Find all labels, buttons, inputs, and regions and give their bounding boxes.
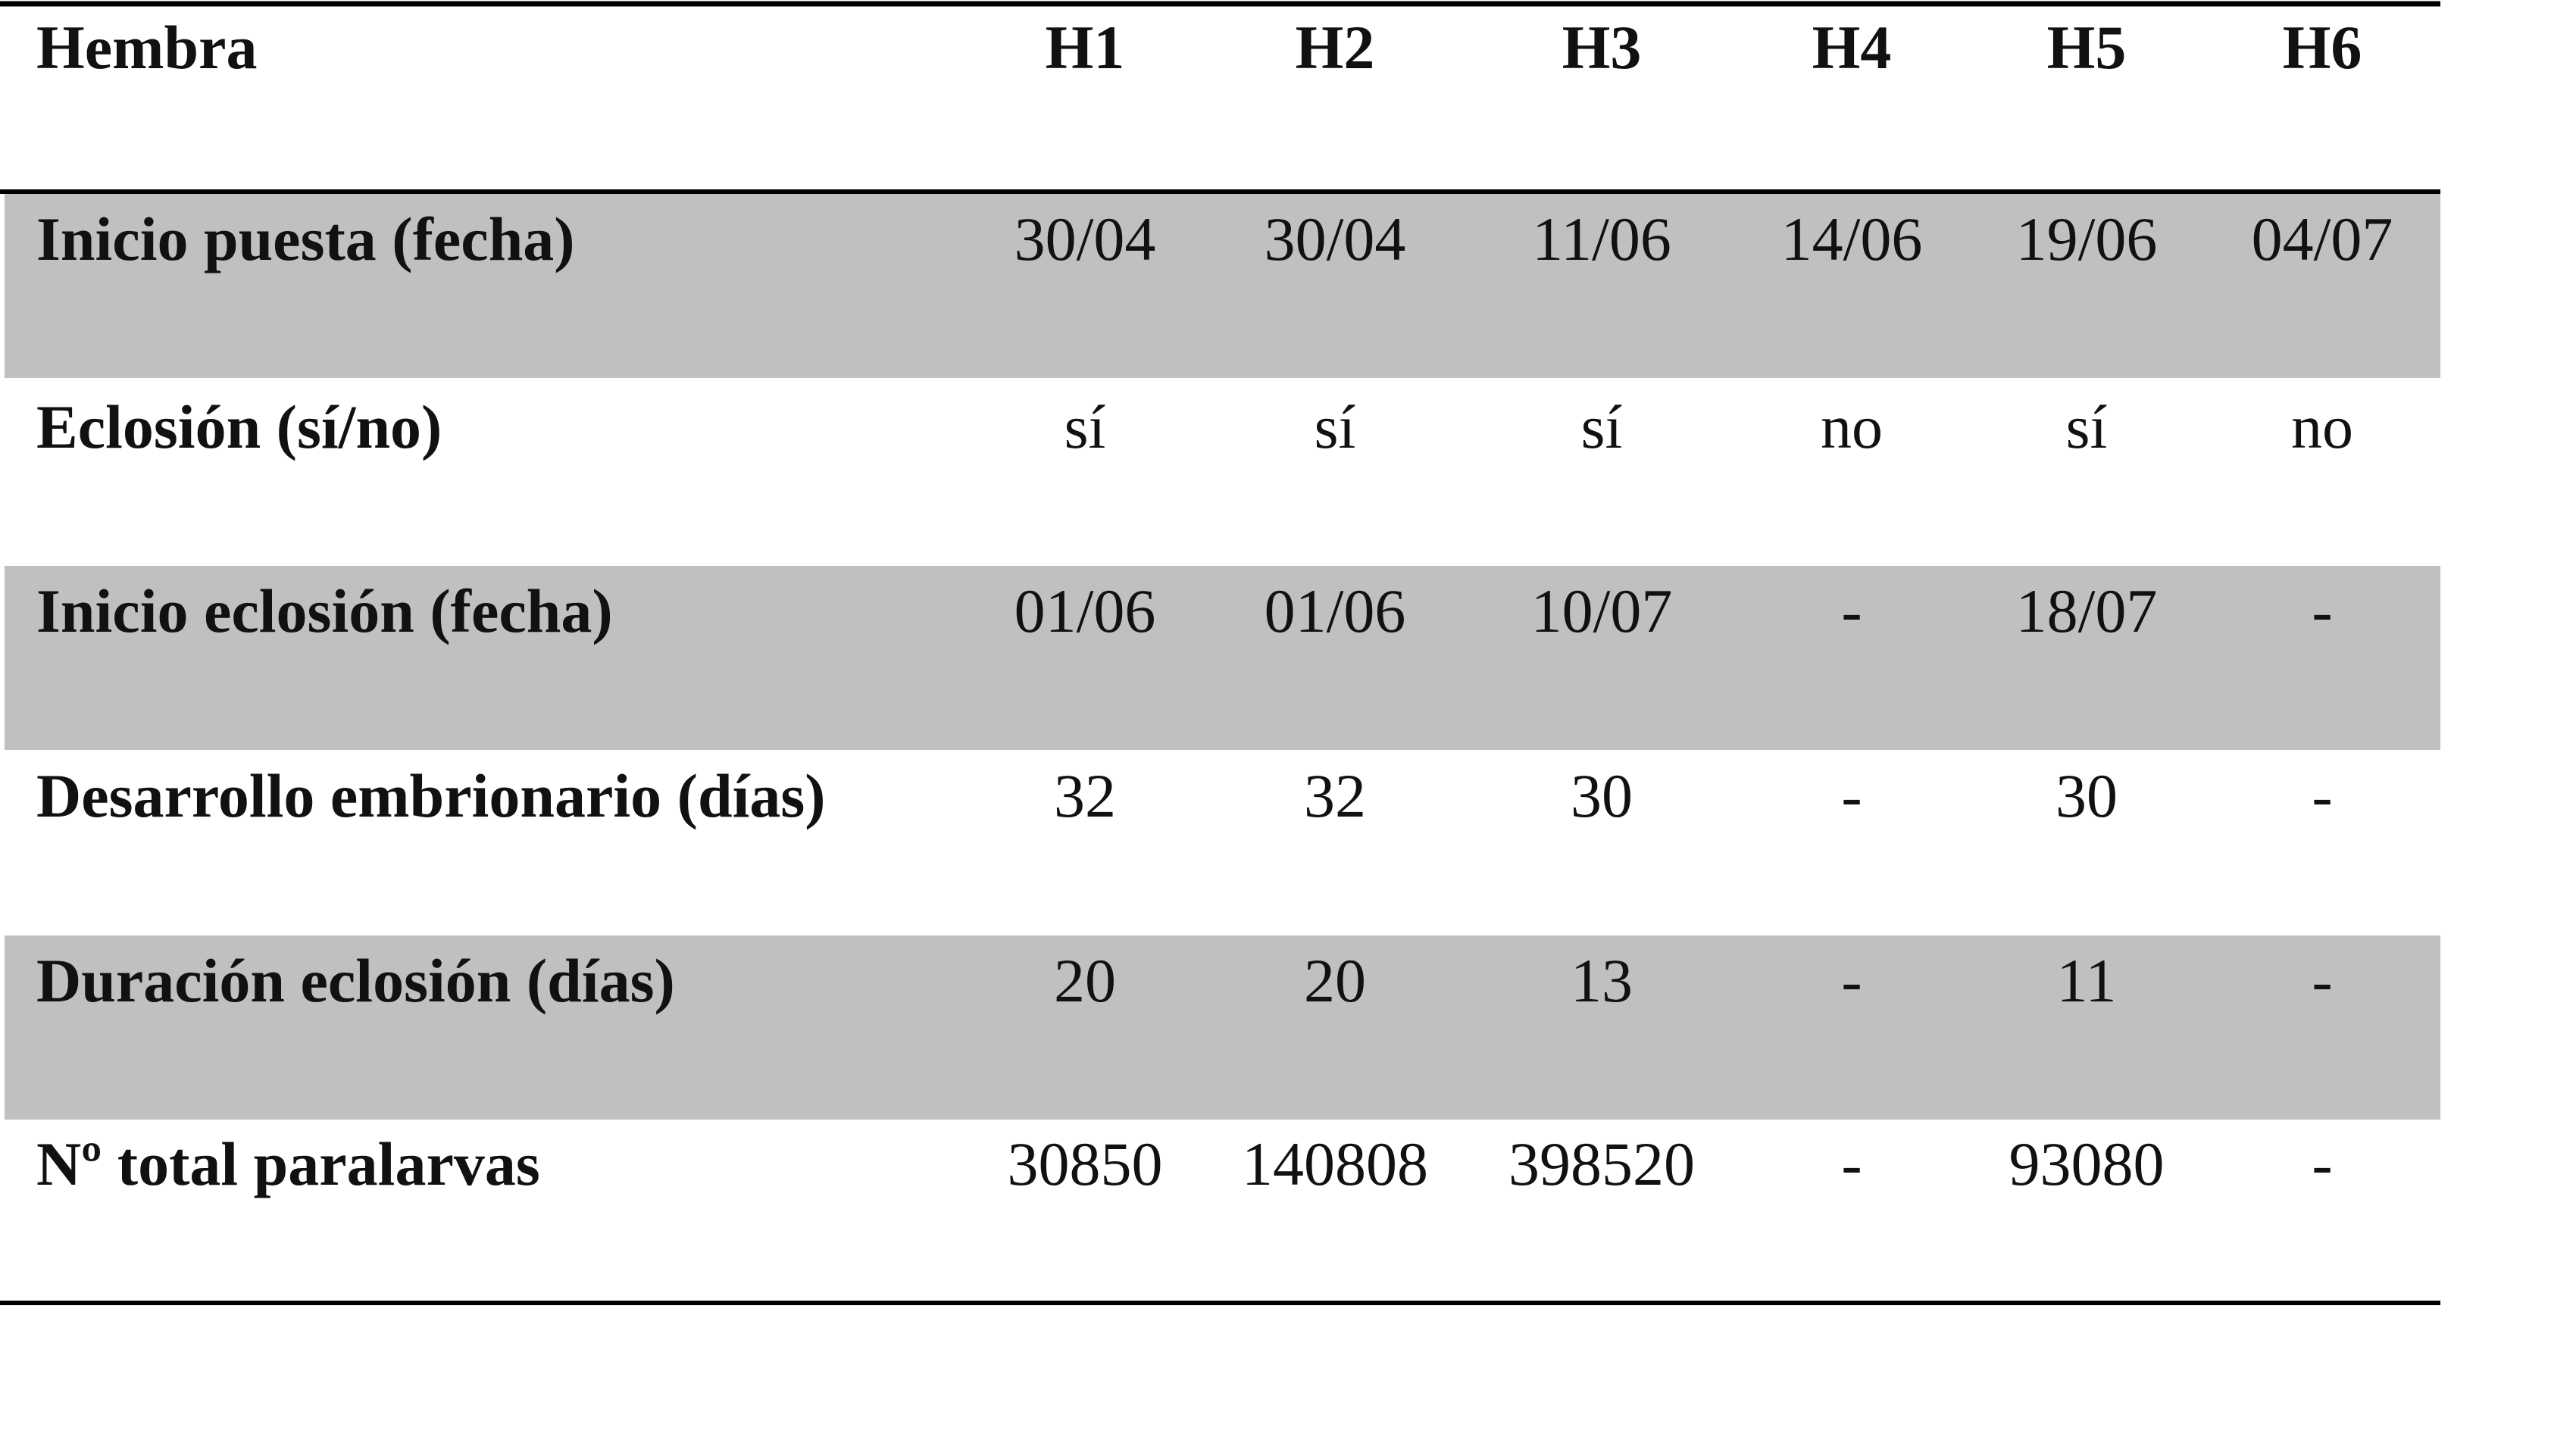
cell: sí (1064, 392, 1106, 461)
cell: 11 (2057, 946, 2117, 1015)
cell: - (2312, 946, 2332, 1015)
row-label: Desarrollo embrionario (días) (36, 761, 826, 830)
row-shade (5, 936, 2440, 1120)
row-label: Inicio puesta (fecha) (36, 205, 575, 273)
cell: - (1841, 576, 1862, 645)
row-label: Eclosión (sí/no) (36, 392, 442, 461)
cell: 04/07 (2252, 205, 2393, 273)
cell: H2 (1296, 13, 1375, 82)
cell: sí (2066, 392, 2108, 461)
row-label: Hembra (36, 13, 257, 82)
cell: 140808 (1242, 1129, 1428, 1198)
cell: - (2312, 1129, 2332, 1198)
cell: 398520 (1508, 1129, 1695, 1198)
cell: 30/04 (1014, 205, 1156, 273)
cell: H5 (2047, 13, 2127, 82)
row-label: Nº total paralarvas (36, 1129, 540, 1198)
cell: 18/07 (2016, 576, 2158, 645)
row-shade (5, 194, 2440, 378)
cell: 30/04 (1265, 205, 1406, 273)
cell: 20 (1304, 946, 1366, 1015)
cell: - (1841, 946, 1862, 1015)
cell: 30 (2055, 761, 2118, 830)
cell: 32 (1054, 761, 1116, 830)
cell: - (1841, 761, 1862, 830)
row-shade (5, 566, 2440, 750)
cell: 01/06 (1014, 576, 1156, 645)
cell: 10/07 (1531, 576, 1673, 645)
cell: H3 (1562, 13, 1642, 82)
cell: - (1841, 1129, 1862, 1198)
cell: 19/06 (2016, 205, 2158, 273)
cell: H1 (1046, 13, 1125, 82)
row-label: Inicio eclosión (fecha) (36, 576, 613, 645)
cell: 30 (1571, 761, 1633, 830)
cell: sí (1581, 392, 1623, 461)
cell: 20 (1054, 946, 1116, 1015)
cell: 30850 (1008, 1129, 1163, 1198)
cell: - (2312, 761, 2332, 830)
cell: 01/06 (1265, 576, 1406, 645)
row-label: Duración eclosión (días) (36, 946, 675, 1015)
cell: no (1821, 392, 1883, 461)
cell: 14/06 (1781, 205, 1923, 273)
cell: 11/06 (1532, 205, 1671, 273)
cell: H6 (2283, 13, 2362, 82)
cell: 93080 (2009, 1129, 2165, 1198)
cell: - (2312, 576, 2332, 645)
cell: H4 (1812, 13, 1892, 82)
cell: sí (1315, 392, 1356, 461)
cell: 32 (1304, 761, 1366, 830)
cell: no (2291, 392, 2353, 461)
cell: 13 (1571, 946, 1633, 1015)
